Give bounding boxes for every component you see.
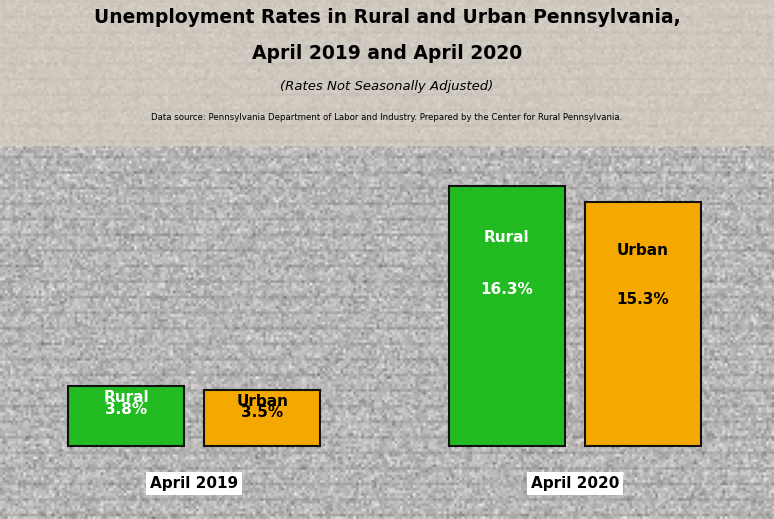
Text: Urban: Urban [617,243,669,258]
Text: Data source: Pennsylvania Department of Labor and Industry. Prepared by the Cent: Data source: Pennsylvania Department of … [152,113,622,122]
Text: April 2020: April 2020 [531,476,619,491]
Text: 15.3%: 15.3% [617,292,670,307]
Text: Unemployment Rates in Rural and Urban Pennsylvania,: Unemployment Rates in Rural and Urban Pe… [94,8,680,27]
Text: Rural: Rural [484,230,529,245]
Text: Rural: Rural [104,390,149,405]
Bar [585,202,700,446]
Text: 16.3%: 16.3% [481,282,533,297]
Bar [68,386,184,446]
Text: April 2019 and April 2020: April 2019 and April 2020 [252,44,522,63]
Text: Urban: Urban [236,394,288,409]
Bar [204,390,320,446]
Text: April 2019: April 2019 [150,476,238,491]
Text: 3.8%: 3.8% [105,402,147,417]
Text: 3.5%: 3.5% [241,405,283,420]
Text: (Rates Not Seasonally Adjusted): (Rates Not Seasonally Adjusted) [280,80,494,93]
Bar [449,186,565,446]
